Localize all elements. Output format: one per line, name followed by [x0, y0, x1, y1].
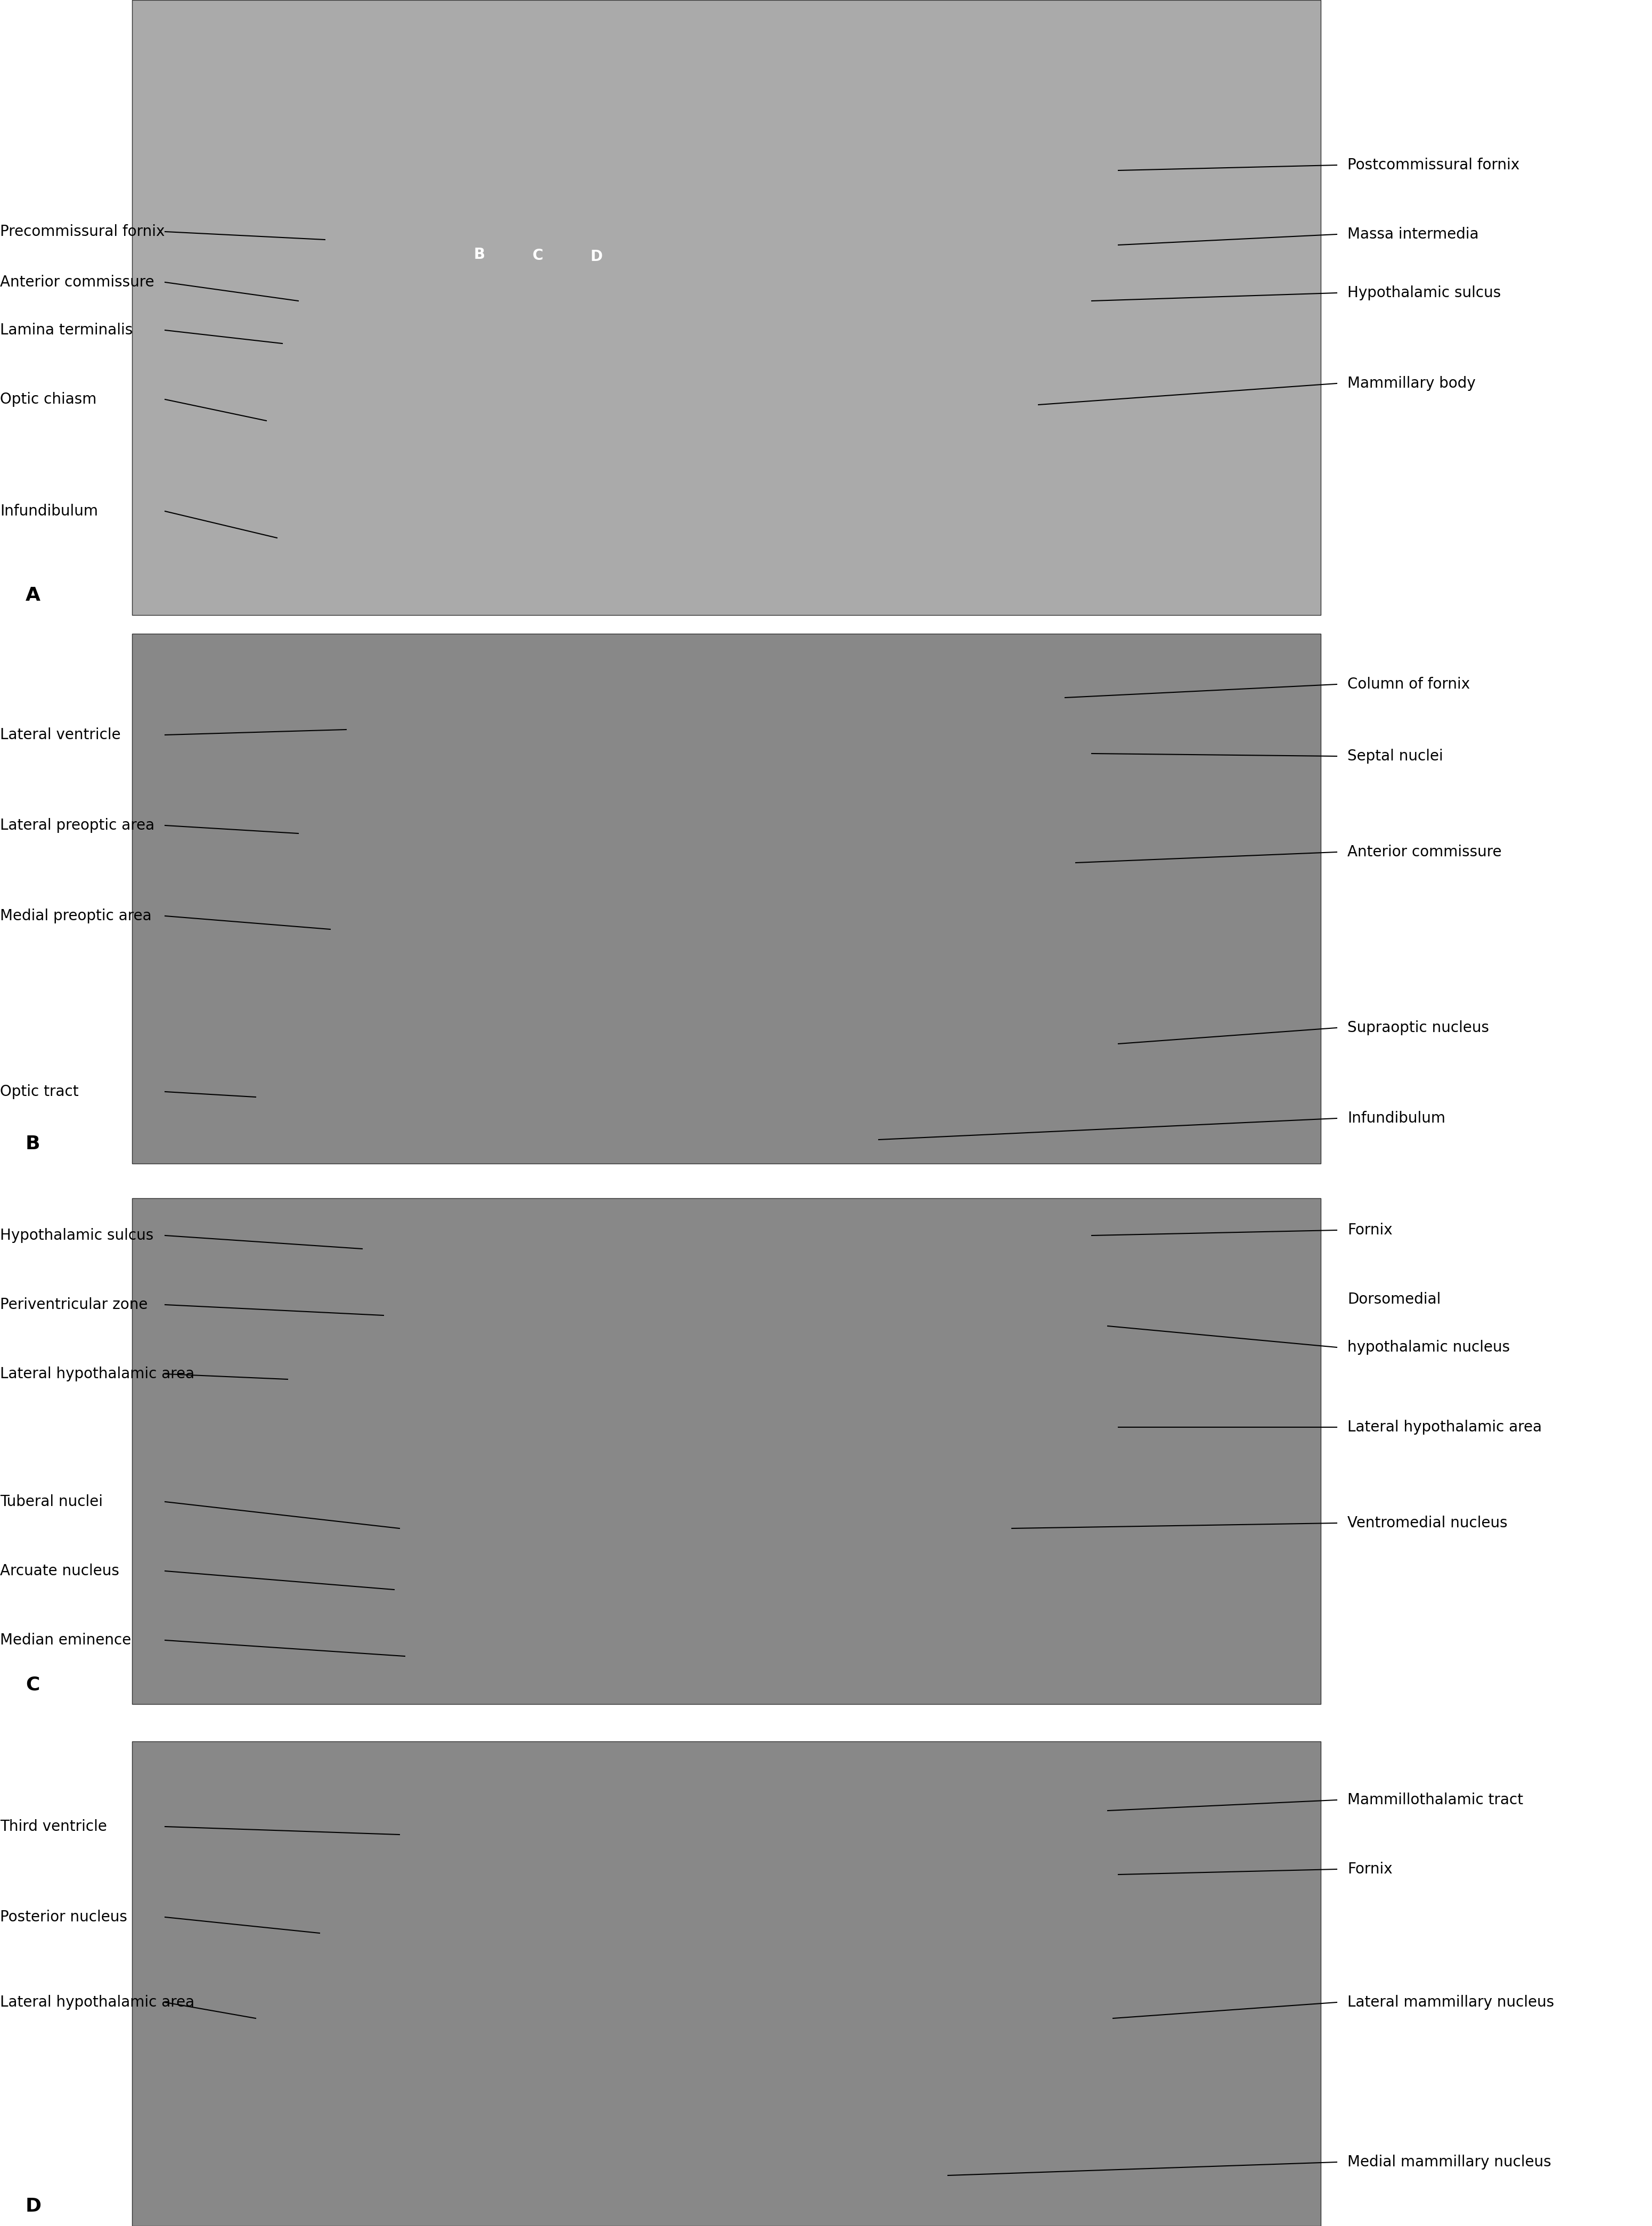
Bar [132, 1741, 1320, 2226]
Text: C: C [532, 247, 544, 263]
Text: hypothalamic nucleus: hypothalamic nucleus [1348, 1340, 1510, 1356]
Text: Lateral hypothalamic area: Lateral hypothalamic area [1348, 1420, 1541, 1434]
Text: Hypothalamic sulcus: Hypothalamic sulcus [1348, 285, 1502, 301]
Bar [132, 1198, 1320, 1705]
Text: Medial mammillary nucleus: Medial mammillary nucleus [1348, 2155, 1551, 2170]
Text: Dorsomedial: Dorsomedial [1348, 1291, 1441, 1307]
Text: Tuberal nuclei: Tuberal nuclei [0, 1494, 102, 1509]
Text: Lateral hypothalamic area: Lateral hypothalamic area [0, 1994, 195, 2010]
Text: C: C [25, 1676, 40, 1694]
Text: A: A [25, 585, 41, 605]
Text: Fornix: Fornix [1348, 1222, 1393, 1238]
Text: Arcuate nucleus: Arcuate nucleus [0, 1563, 119, 1578]
Text: Posterior nucleus: Posterior nucleus [0, 1910, 127, 1925]
Text: Hypothalamic sulcus: Hypothalamic sulcus [0, 1229, 154, 1242]
Text: Mammillary body: Mammillary body [1348, 376, 1475, 392]
Text: D: D [590, 249, 603, 265]
Text: Postcommissural fornix: Postcommissural fornix [1348, 158, 1520, 174]
Text: Massa intermedia: Massa intermedia [1348, 227, 1479, 243]
Text: Lateral ventricle: Lateral ventricle [0, 728, 121, 741]
Text: Infundibulum: Infundibulum [1348, 1111, 1446, 1126]
Text: Infundibulum: Infundibulum [0, 503, 97, 519]
Text: Precommissural fornix: Precommissural fornix [0, 225, 165, 238]
Text: Septal nuclei: Septal nuclei [1348, 748, 1444, 764]
Text: Lamina terminalis: Lamina terminalis [0, 323, 132, 338]
Text: B: B [474, 247, 486, 263]
Text: Fornix: Fornix [1348, 1861, 1393, 1877]
Text: Lateral mammillary nucleus: Lateral mammillary nucleus [1348, 1994, 1555, 2010]
Text: Third ventricle: Third ventricle [0, 1819, 107, 1834]
Text: Periventricular zone: Periventricular zone [0, 1298, 147, 1311]
Text: Median eminence: Median eminence [0, 1632, 131, 1647]
Text: Optic tract: Optic tract [0, 1084, 79, 1100]
Text: Ventromedial nucleus: Ventromedial nucleus [1348, 1516, 1508, 1531]
Text: Mammillothalamic tract: Mammillothalamic tract [1348, 1792, 1523, 1808]
Text: D: D [25, 2197, 41, 2215]
Text: Lateral preoptic area: Lateral preoptic area [0, 817, 155, 833]
Bar [132, 0, 1320, 614]
Text: B: B [25, 1135, 40, 1153]
Bar [132, 634, 1320, 1164]
Text: Column of fornix: Column of fornix [1348, 677, 1470, 692]
Text: Optic chiasm: Optic chiasm [0, 392, 96, 407]
Text: Medial preoptic area: Medial preoptic area [0, 908, 152, 924]
Text: Lateral hypothalamic area: Lateral hypothalamic area [0, 1367, 195, 1382]
Text: Supraoptic nucleus: Supraoptic nucleus [1348, 1020, 1488, 1035]
Text: Anterior commissure: Anterior commissure [0, 274, 154, 289]
Text: Anterior commissure: Anterior commissure [1348, 844, 1502, 859]
